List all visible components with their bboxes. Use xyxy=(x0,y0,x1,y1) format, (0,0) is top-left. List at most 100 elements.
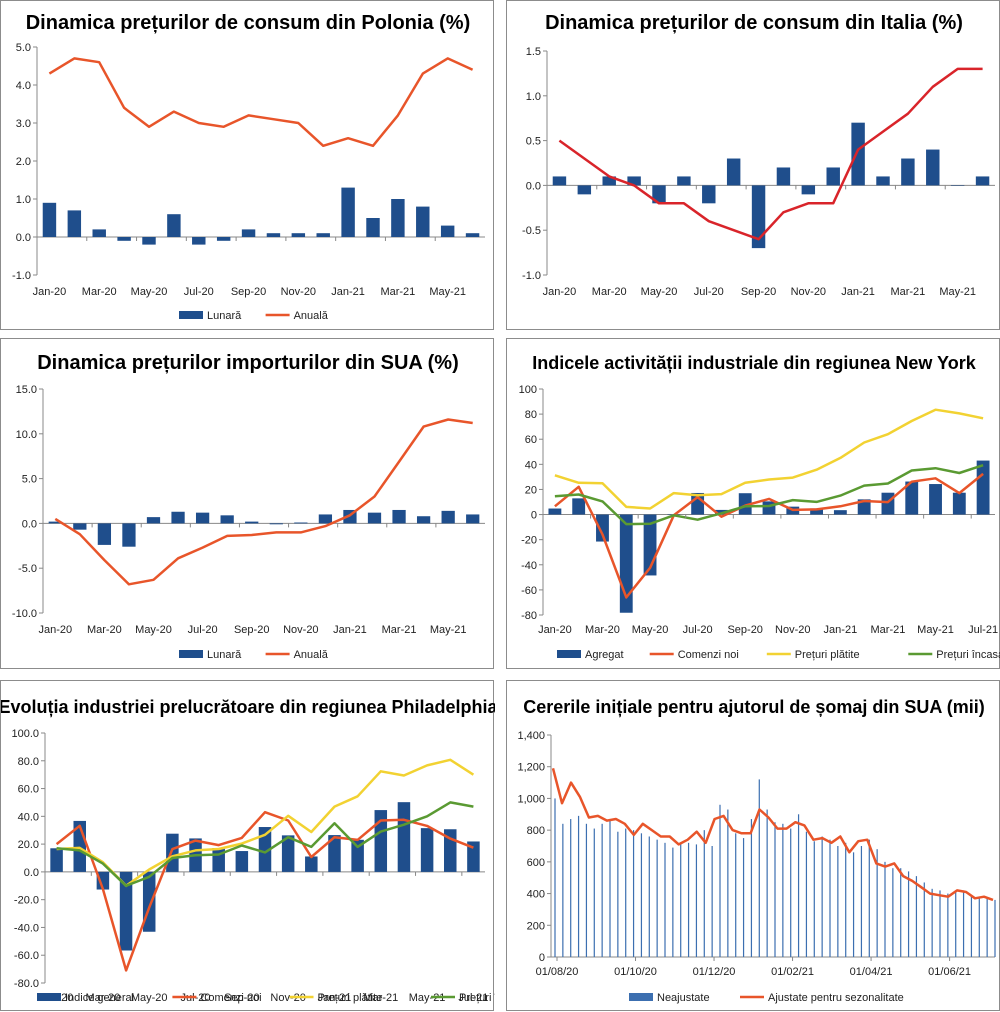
x-tick-label: Mar-20 xyxy=(585,624,620,636)
bar-Dec-20 xyxy=(318,514,333,524)
chart-svg: Dinamica prețurilor de consum din Italia… xyxy=(522,12,995,298)
x-tick-label: Mar-21 xyxy=(890,286,925,298)
bar-week xyxy=(884,861,886,957)
bar-Sep-20 xyxy=(738,493,752,515)
bar-Jul-20 xyxy=(192,237,206,245)
bar-week xyxy=(962,890,965,957)
bar-week xyxy=(821,836,823,957)
y-tick-label: 15.0 xyxy=(16,384,37,396)
bar-week xyxy=(900,868,902,957)
y-tick-label: 3.0 xyxy=(16,118,31,130)
bar-Dec-20 xyxy=(316,233,330,237)
x-tick-label: Jan-20 xyxy=(33,286,67,298)
x-tick-label: 01/10/20 xyxy=(614,966,657,978)
y-tick-label: -1.0 xyxy=(12,270,31,282)
bar-Apr-21 xyxy=(926,149,940,186)
legend-swatch xyxy=(557,650,581,658)
x-tick-label: Sep-20 xyxy=(727,624,762,636)
bar-Mar-20 xyxy=(596,514,609,542)
x-tick-label: May-20 xyxy=(131,992,168,1004)
y-tick-label: 100 xyxy=(519,384,537,396)
chart-title: Dinamica prețurilor de consum din Poloni… xyxy=(26,12,471,34)
bar-Nov-20 xyxy=(291,233,306,237)
x-tick-label: May-20 xyxy=(632,624,669,636)
bar-Apr-20 xyxy=(122,523,136,547)
chart-panel-italy-cpi: Dinamica prețurilor de consum din Italia… xyxy=(506,0,1000,330)
y-tick-label: 60 xyxy=(525,434,537,446)
bar-Mar-20 xyxy=(96,871,110,890)
bar-Mar-20 xyxy=(602,176,616,186)
x-tick-label: May-21 xyxy=(430,624,467,636)
series-line-prețuri-plătite xyxy=(554,408,984,510)
x-tick-label: Mar-20 xyxy=(82,286,117,298)
bar-Mar-21 xyxy=(901,158,915,186)
bar-week xyxy=(915,876,918,957)
bar-week xyxy=(805,831,808,957)
x-tick-label: Jan-21 xyxy=(333,624,367,636)
legend-swatch xyxy=(179,311,203,319)
bar-Jan-20 xyxy=(48,521,62,524)
bar-Feb-21 xyxy=(367,512,382,524)
bar-week xyxy=(750,819,753,957)
y-tick-label: 1.0 xyxy=(16,194,31,206)
y-tick-label: -1.0 xyxy=(522,270,541,282)
legend-label: Anuală xyxy=(294,649,329,661)
y-tick-label: 4.0 xyxy=(16,80,31,92)
x-tick-label: May-20 xyxy=(135,624,172,636)
series-line-anuală xyxy=(558,67,983,241)
bar-week xyxy=(931,888,933,957)
x-tick-label: Jul-20 xyxy=(683,624,713,636)
y-tick-label: 10.0 xyxy=(16,429,37,441)
series-line-anuală xyxy=(48,57,474,148)
bar-Jan-20 xyxy=(42,202,57,237)
y-tick-label: 0 xyxy=(531,510,537,522)
y-tick-label: 80 xyxy=(525,409,537,421)
bar-Apr-21 xyxy=(905,481,919,515)
y-tick-label: 0 xyxy=(539,952,545,964)
x-tick-label: 01/06/21 xyxy=(928,966,971,978)
bar-Apr-21 xyxy=(416,516,431,524)
x-tick-label: Jan-21 xyxy=(824,624,858,636)
bar-week xyxy=(978,896,980,957)
chart-panel-us-import-prices: Dinamica prețurilor importurilor din SUA… xyxy=(0,338,494,669)
legend-swatch xyxy=(179,650,203,658)
bar-week xyxy=(947,893,949,957)
bar-Dec-20 xyxy=(810,508,824,515)
bar-week xyxy=(577,815,580,957)
bar-Jun-20 xyxy=(171,511,185,524)
bar-week xyxy=(766,809,768,957)
bar-Jun-20 xyxy=(167,214,181,237)
bar-week xyxy=(923,882,925,957)
x-tick-label: 01/12/20 xyxy=(693,966,736,978)
bar-Apr-20 xyxy=(627,176,641,186)
bar-Jul-20 xyxy=(702,185,716,204)
bar-week xyxy=(758,779,760,957)
legend-label: Prețuri plătite xyxy=(795,649,860,661)
bar-week xyxy=(593,828,595,957)
legend-label: Lunară xyxy=(207,310,242,322)
bar-May-21 xyxy=(420,828,434,872)
y-tick-label: 40 xyxy=(525,459,537,471)
y-tick-label: 200 xyxy=(527,920,545,932)
y-tick-label: 100.0 xyxy=(11,728,39,740)
bar-week xyxy=(829,839,831,957)
x-tick-label: Jul-21 xyxy=(968,624,998,636)
x-tick-label: Jul-21 xyxy=(458,992,488,1004)
bar-Apr-20 xyxy=(119,871,133,951)
legend-swatch xyxy=(37,993,61,1001)
bar-Nov-20 xyxy=(294,522,308,524)
y-tick-label: -80 xyxy=(521,610,537,622)
bar-Jul-21 xyxy=(976,460,990,515)
bar-Oct-20 xyxy=(269,523,283,525)
y-tick-label: 1.0 xyxy=(526,91,541,103)
y-tick-label: 5.0 xyxy=(16,42,31,54)
x-tick-label: 01/04/21 xyxy=(850,966,893,978)
series-line-adjusted xyxy=(551,767,994,902)
bar-Sep-20 xyxy=(751,185,766,249)
x-tick-label: 01/08/20 xyxy=(536,966,579,978)
x-tick-label: Mar-20 xyxy=(592,286,627,298)
bar-week xyxy=(585,823,588,957)
chart-svg: Dinamica prețurilor importurilor din SUA… xyxy=(12,352,485,661)
x-tick-label: May-21 xyxy=(409,992,446,1004)
bar-week xyxy=(939,890,941,957)
